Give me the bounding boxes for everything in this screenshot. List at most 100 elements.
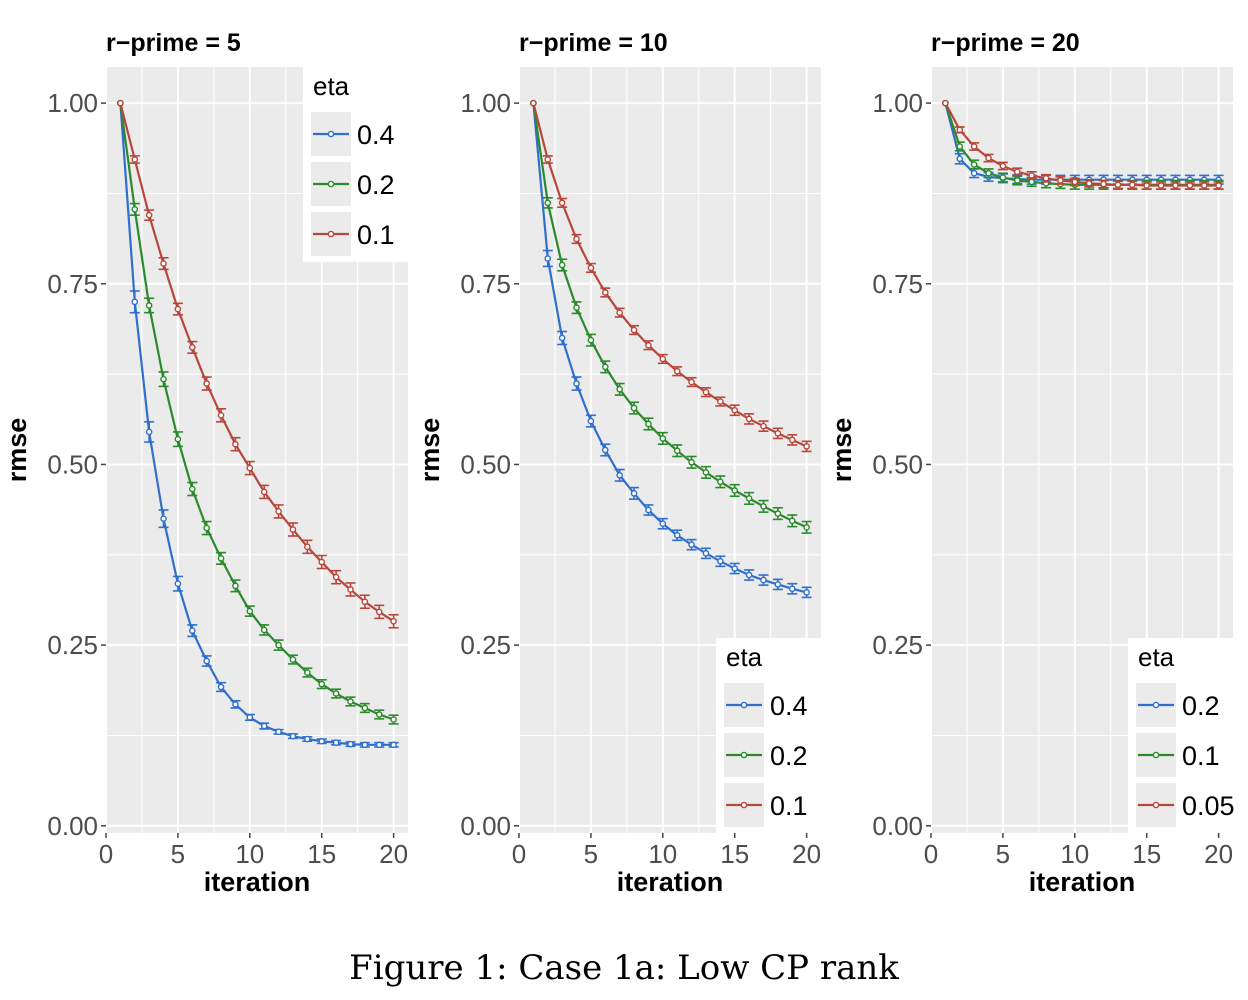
y-tick-label: 0.00	[47, 811, 98, 841]
data-point	[616, 309, 623, 316]
legend-key-point	[327, 130, 335, 138]
x-tick-label: 15	[1132, 839, 1161, 869]
data-point	[558, 334, 566, 342]
data-point	[318, 558, 326, 566]
legend-item-label: 0.2	[357, 170, 395, 200]
data-point	[573, 380, 580, 387]
data-point	[688, 378, 695, 386]
data-point	[985, 169, 992, 177]
data-point	[544, 156, 552, 163]
y-tick-label: 0.50	[872, 449, 923, 479]
data-point	[275, 728, 282, 736]
data-point	[246, 714, 254, 721]
legend-title: eta	[1138, 642, 1175, 672]
legend-title: eta	[726, 642, 763, 672]
data-point	[304, 669, 311, 676]
data-point	[217, 412, 225, 419]
data-point	[318, 680, 326, 688]
y-tick-label: 1.00	[872, 88, 923, 118]
data-point	[289, 656, 297, 663]
data-point	[645, 420, 652, 428]
x-axis-label: iteration	[1029, 867, 1136, 897]
data-point	[375, 608, 383, 616]
data-point	[347, 740, 354, 748]
data-point	[1114, 181, 1122, 189]
data-point	[788, 585, 796, 593]
data-point	[188, 344, 196, 351]
data-point	[760, 576, 767, 584]
x-tick-label: 10	[235, 839, 264, 869]
data-point	[558, 199, 566, 207]
data-point	[788, 517, 796, 525]
data-point	[731, 406, 739, 414]
data-point	[774, 510, 782, 517]
x-tick-label: 5	[584, 839, 598, 869]
data-point	[544, 255, 552, 262]
data-point	[390, 716, 397, 723]
data-point	[1028, 178, 1035, 186]
data-point	[217, 555, 225, 562]
y-axis-label: rmse	[2, 418, 32, 483]
panel-title: r−prime = 10	[519, 29, 668, 57]
data-point	[803, 589, 810, 596]
x-tick-label: 0	[924, 839, 938, 869]
data-point	[999, 174, 1007, 181]
data-point	[601, 446, 609, 454]
data-point	[645, 506, 652, 514]
data-point	[275, 508, 282, 515]
data-point	[1013, 168, 1021, 176]
data-point	[145, 428, 153, 436]
series-0.05	[942, 99, 1224, 190]
data-point	[375, 741, 383, 749]
data-point	[1215, 182, 1222, 189]
data-point	[375, 711, 383, 718]
data-point	[673, 447, 681, 455]
data-point	[616, 471, 623, 479]
data-point	[630, 404, 638, 412]
data-point	[573, 304, 580, 311]
data-point	[217, 683, 225, 691]
data-point	[203, 380, 210, 387]
data-point	[970, 161, 978, 168]
data-point	[587, 264, 595, 272]
data-point	[942, 99, 949, 107]
chart-panel-1: 0.00 0.25 0.50 0.75 1.00 0 5 10 15 20 r−prime = 5 i…	[2, 29, 409, 897]
data-point	[260, 626, 268, 634]
data-point	[702, 550, 710, 557]
y-tick-label: 0.00	[872, 811, 923, 841]
data-point	[232, 440, 239, 448]
data-point	[145, 211, 153, 219]
data-point	[160, 375, 167, 383]
data-point	[131, 206, 139, 213]
data-point	[188, 485, 196, 493]
data-point	[702, 469, 710, 476]
y-tick-label: 0.00	[460, 811, 511, 841]
data-point	[788, 436, 796, 444]
legend-item-label: 0.2	[770, 741, 808, 771]
data-point	[717, 398, 724, 405]
data-point	[587, 417, 595, 425]
data-point	[1186, 182, 1194, 189]
data-point	[390, 741, 397, 749]
y-tick-label: 1.00	[460, 88, 511, 118]
legend-item-label: 0.4	[357, 120, 395, 150]
panel-title: r−prime = 20	[931, 29, 1080, 57]
data-point	[289, 526, 297, 533]
data-point	[999, 162, 1007, 170]
figure-caption: Figure 1: Case 1a: Low CP rank	[349, 948, 899, 988]
x-tick-label: 20	[1204, 839, 1233, 869]
legend-item-label: 0.2	[1182, 691, 1220, 721]
x-tick-label: 20	[792, 839, 821, 869]
chart-panel-2: 0.00 0.25 0.50 0.75 1.00 0 5 10 15 20 r−prime = 10…	[415, 29, 822, 897]
data-point	[332, 573, 340, 581]
data-point	[174, 305, 182, 313]
legend-title: eta	[313, 71, 350, 101]
data-point	[956, 143, 964, 150]
data-point	[803, 443, 810, 450]
data-point	[601, 289, 609, 296]
legend-item-label: 0.1	[770, 791, 808, 821]
data-point	[232, 701, 239, 708]
